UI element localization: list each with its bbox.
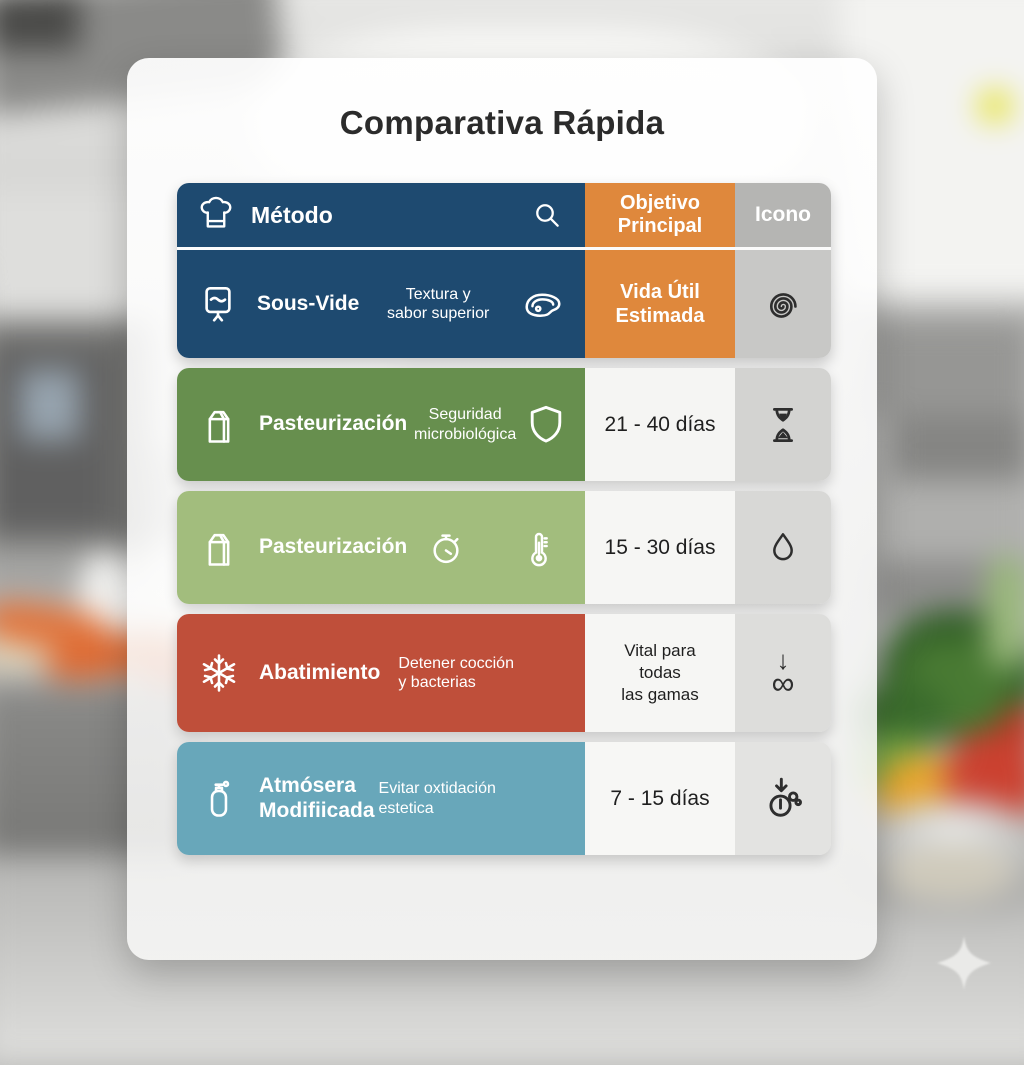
objective-cell: 21 - 40 días	[585, 368, 735, 481]
icon-cell	[735, 491, 831, 604]
snowflake-icon	[197, 651, 241, 695]
bg-corner-dark	[0, 0, 80, 50]
method-detail: Evitar oxtidación estetica	[378, 780, 496, 817]
icon-cell	[735, 742, 831, 855]
method-detail: Textura y sabor superior	[387, 285, 490, 322]
arrow-down-glyph: ↓	[776, 644, 790, 675]
method-detail: Seguridad microbiológica	[413, 406, 517, 443]
milk-carton-icon	[197, 403, 241, 447]
thermometer-icon	[518, 527, 560, 569]
stopwatch-icon	[426, 528, 466, 568]
bg-yellow-dot	[978, 90, 1012, 122]
objective-text: Vital para todas las gamas	[621, 640, 699, 705]
method-name: Abatimiento	[259, 660, 381, 684]
shield-icon	[523, 402, 569, 448]
method-cell: Atmósera Modifiicada Evitar oxtidación e…	[177, 742, 585, 855]
header-icon-cell: Icono	[735, 183, 831, 247]
bg-oven-screen	[20, 370, 80, 440]
method-name: Atmósera Modifiicada	[259, 774, 375, 822]
objective-cell: 15 - 30 días	[585, 491, 735, 604]
method-cell: Abatimiento Detener cocción y bacterias	[177, 614, 585, 732]
bg-shelf-right	[890, 415, 1024, 485]
header-objective-cell: Objetivo Principal	[585, 183, 735, 247]
bg-shelf-right	[860, 480, 1024, 565]
method-cell: Pasteurización	[177, 491, 585, 604]
comparison-table: Método Objetivo Principal Icono	[177, 183, 831, 855]
droplet-icon	[763, 528, 803, 568]
method-name: Pasteurización	[259, 412, 408, 436]
icon-cell	[735, 250, 831, 358]
objective-text: Vida Útil Estimada	[615, 281, 705, 327]
objective-cell: 7 - 15 días	[585, 742, 735, 855]
table-header-row: Método Objetivo Principal Icono	[177, 183, 831, 247]
table-row-abatimiento: Abatimiento Detener cocción y bacterias …	[177, 614, 831, 732]
table-row-atmosfera-modificada: Atmósera Modifiicada Evitar oxtidación e…	[177, 742, 831, 855]
vacuum-bag-icon	[197, 283, 239, 325]
method-detail-icons	[407, 527, 579, 569]
table-row-pasteurizacion: Pasteurización Seguridad microbiológica …	[177, 368, 831, 481]
objective-cell: Vital para todas las gamas	[585, 614, 735, 732]
sparkle-watermark-icon	[935, 934, 993, 992]
table-row-pasteurizacion-2: Pasteurización	[177, 491, 831, 604]
shelf-life-text: 7 - 15 días	[610, 786, 710, 810]
milk-carton-icon	[197, 526, 241, 570]
arrow-down-infinity-icon: ↓ ∞	[771, 644, 795, 701]
bg-bowl-contents	[885, 845, 1015, 900]
method-name: Sous-Vide	[257, 291, 360, 315]
header-icon-label: Icono	[755, 203, 811, 226]
method-cell: Pasteurización Seguridad microbiológica	[177, 368, 585, 481]
table-header-block: Método Objetivo Principal Icono	[177, 183, 831, 358]
chef-hat-icon	[197, 196, 235, 234]
icon-cell: ↓ ∞	[735, 614, 831, 732]
header-method-label: Método	[251, 201, 333, 228]
table-row-sous-vide: Sous-Vide Textura y sabor superior Vida …	[177, 250, 831, 358]
header-separator	[177, 247, 831, 250]
magnifier-icon	[531, 199, 563, 231]
gas-cylinder-icon	[197, 777, 241, 821]
objective-cell: Vida Útil Estimada	[585, 250, 735, 358]
method-cell: Sous-Vide Textura y sabor superior	[177, 250, 585, 358]
arrow-down-timer-icon	[758, 774, 808, 824]
bg-shelf-right	[870, 320, 1024, 415]
method-detail: Detener cocción y bacterias	[398, 654, 514, 691]
page-title: Comparativa Rápida	[339, 104, 665, 141]
header-objective-label: Objetivo Principal	[617, 192, 703, 237]
shelf-life-text: 15 - 30 días	[604, 535, 716, 559]
shelf-life-text: 21 - 40 días	[604, 412, 716, 436]
comparison-card: Comparativa Rápida Método	[127, 58, 877, 960]
icon-cell	[735, 368, 831, 481]
header-method-cell: Método	[177, 183, 585, 247]
infinity-glyph: ∞	[771, 664, 795, 701]
method-name: Pasteurización	[259, 535, 408, 559]
spiral-icon	[762, 283, 804, 325]
steak-icon	[517, 281, 569, 327]
hourglass-icon	[761, 403, 805, 447]
bg-cucumber	[985, 555, 1024, 670]
